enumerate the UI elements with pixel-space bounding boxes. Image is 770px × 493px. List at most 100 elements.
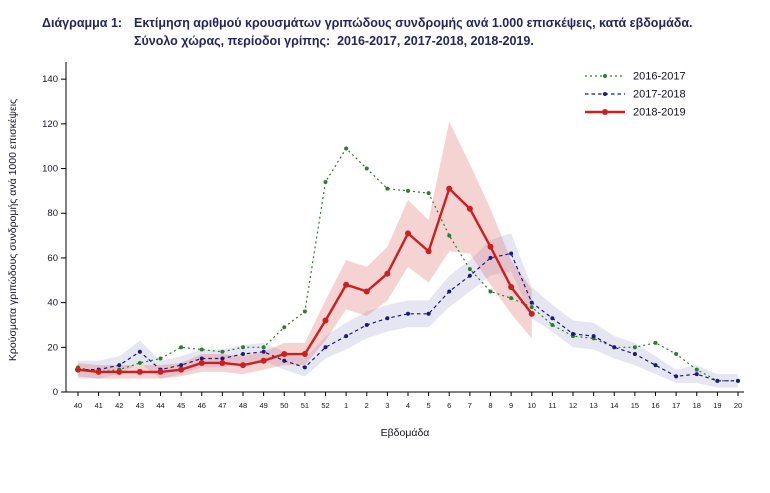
x-tick-label: 19 <box>713 401 721 410</box>
series-marker-2016-2017 <box>653 341 658 346</box>
series-marker-2017-2018 <box>302 365 307 370</box>
series-marker-2018-2019 <box>384 270 391 277</box>
series-marker-2017-2018 <box>591 334 596 339</box>
x-tick-label: 15 <box>631 401 639 410</box>
series-marker-2018-2019 <box>95 369 102 376</box>
x-tick-label: 18 <box>693 401 701 410</box>
series-marker-2016-2017 <box>137 361 142 366</box>
series-marker-2018-2019 <box>260 357 267 364</box>
series-marker-2017-2018 <box>117 363 122 368</box>
series-marker-2017-2018 <box>447 289 452 294</box>
x-tick-label: 17 <box>672 401 680 410</box>
x-tick-label: 11 <box>548 401 556 410</box>
legend-label-2016-2017: 2016-2017 <box>633 71 686 83</box>
x-tick-label: 1 <box>344 401 348 410</box>
legend-marker-2018-2019 <box>602 109 608 116</box>
series-marker-2016-2017 <box>467 267 472 272</box>
series-marker-2016-2017 <box>302 309 307 314</box>
series-marker-2018-2019 <box>219 360 226 367</box>
series-marker-2018-2019 <box>136 369 143 376</box>
series-marker-2016-2017 <box>509 296 514 301</box>
series-marker-2017-2018 <box>612 345 617 350</box>
series-line-2016-2017 <box>77 147 738 382</box>
series-marker-2018-2019 <box>240 362 246 369</box>
x-tick-label: 41 <box>94 401 102 410</box>
series-marker-2017-2018 <box>344 334 349 339</box>
series-marker-2018-2019 <box>198 360 205 367</box>
series-marker-2017-2018 <box>385 316 390 321</box>
figure-label: Διάγραμμα 1: <box>42 16 123 30</box>
series-marker-2017-2018 <box>509 251 514 256</box>
x-tick-label: 2 <box>365 401 369 410</box>
x-tick-label: 12 <box>569 401 577 410</box>
series-marker-2018-2019 <box>343 281 350 288</box>
series-marker-2017-2018 <box>632 352 637 357</box>
series-marker-2017-2018 <box>137 350 142 355</box>
series-marker-2017-2018 <box>406 312 410 317</box>
series-marker-2016-2017 <box>282 325 287 330</box>
series-marker-2018-2019 <box>363 288 370 295</box>
series-marker-2017-2018 <box>653 363 658 368</box>
series-marker-2018-2019 <box>466 206 473 213</box>
series-marker-2016-2017 <box>674 352 679 357</box>
series-marker-2017-2018 <box>674 374 679 379</box>
x-tick-label: 20 <box>734 401 742 410</box>
series-marker-2017-2018 <box>261 350 266 355</box>
series-marker-2016-2017 <box>323 180 328 185</box>
x-tick-label: 14 <box>610 401 618 410</box>
x-tick-label: 13 <box>589 401 597 410</box>
series-marker-2018-2019 <box>157 369 164 376</box>
series-marker-2016-2017 <box>199 347 204 352</box>
series-marker-2017-2018 <box>220 356 225 361</box>
series-marker-2017-2018 <box>571 332 575 337</box>
y-tick-label: 40 <box>47 298 58 309</box>
series-marker-2016-2017 <box>447 233 452 238</box>
series-marker-2016-2017 <box>220 350 225 355</box>
y-tick-label: 80 <box>47 208 58 219</box>
series-marker-2016-2017 <box>632 345 637 350</box>
series-marker-2018-2019 <box>487 244 494 251</box>
series-marker-2018-2019 <box>446 185 453 192</box>
x-tick-label: 7 <box>468 401 472 410</box>
series-marker-2016-2017 <box>385 186 390 191</box>
series-marker-2018-2019 <box>116 369 123 376</box>
x-tick-label: 5 <box>427 401 431 410</box>
x-tick-label: 52 <box>321 401 329 410</box>
x-tick-label: 45 <box>177 401 185 410</box>
figure-caption-line1: Εκτίμηση αριθμού κρουσμάτων γριπώδους συ… <box>134 16 693 30</box>
legend-marker-2016-2017 <box>603 74 607 79</box>
x-tick-label: 40 <box>74 401 82 410</box>
y-tick-label: 20 <box>47 343 58 354</box>
series-marker-2016-2017 <box>488 289 493 294</box>
series-marker-2016-2017 <box>241 345 245 350</box>
x-axis-label: Εβδομάδα <box>381 427 430 439</box>
series-marker-2017-2018 <box>364 323 369 328</box>
x-tick-label: 44 <box>156 401 164 410</box>
series-marker-2018-2019 <box>322 317 329 324</box>
series-marker-2017-2018 <box>694 372 699 377</box>
legend-marker-2017-2018 <box>603 92 607 97</box>
series-marker-2018-2019 <box>405 230 411 237</box>
y-tick-label: 100 <box>42 164 58 175</box>
series-marker-2018-2019 <box>528 311 535 318</box>
confidence-band-2018-2019 <box>78 121 532 379</box>
series-marker-2016-2017 <box>406 189 410 194</box>
y-tick-label: 60 <box>47 253 58 264</box>
figure-caption-line2: Σύνολο χώρας, περίοδοι γρίπης: 2016-2017… <box>134 34 534 49</box>
series-marker-2016-2017 <box>550 323 555 328</box>
legend-label-2017-2018: 2017-2018 <box>633 89 686 101</box>
series-marker-2016-2017 <box>364 166 369 171</box>
series-line-2017-2018 <box>78 253 738 382</box>
x-tick-label: 51 <box>301 401 309 410</box>
series-marker-2018-2019 <box>425 248 432 255</box>
series-marker-2018-2019 <box>75 366 81 373</box>
series-marker-2017-2018 <box>199 356 204 361</box>
series-marker-2018-2019 <box>178 366 185 373</box>
y-axis-label: Κρούσματα γριπώδους συνδρομής ανά 1000 ε… <box>7 99 19 361</box>
y-tick-label: 0 <box>53 387 58 398</box>
y-tick-label: 120 <box>42 119 58 130</box>
x-tick-label: 8 <box>488 401 492 410</box>
x-tick-label: 50 <box>280 401 288 410</box>
x-tick-label: 43 <box>136 401 144 410</box>
